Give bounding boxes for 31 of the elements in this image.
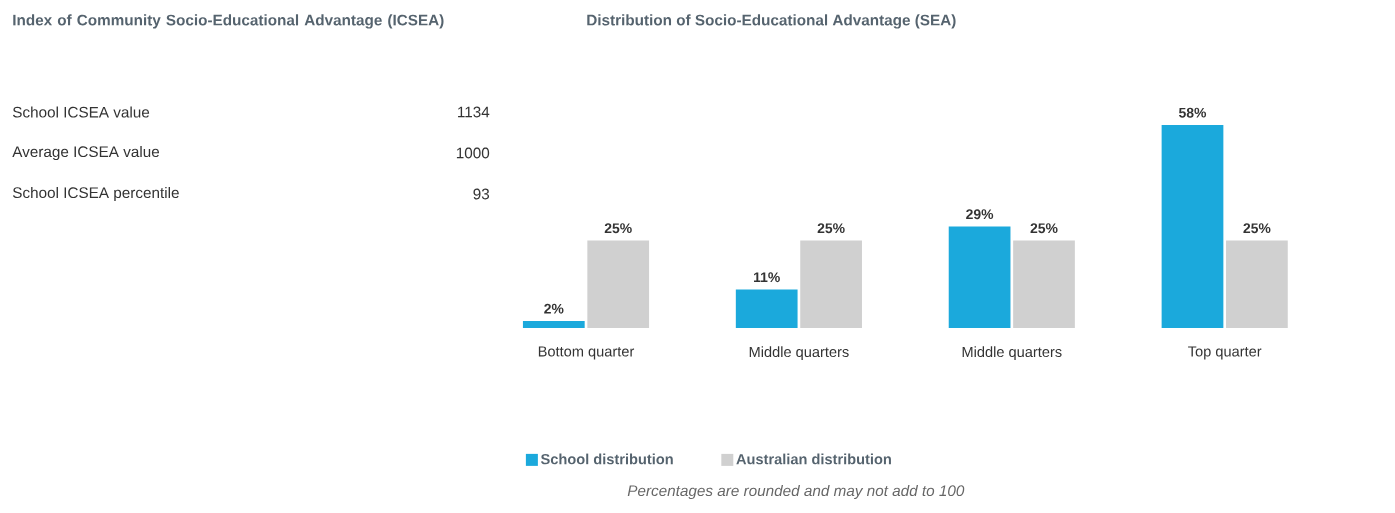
data-label: 25% (817, 223, 845, 234)
x-tick-label: Middle quarters (749, 346, 849, 360)
data-label: 25% (604, 223, 632, 234)
text: Index of Community Socio-Educational Advantage (ICSEA) (13, 14, 444, 29)
annotation: 1000 (456, 147, 490, 159)
text: School ICSEA value (12, 106, 150, 118)
bar (1226, 240, 1288, 329)
x-tick-label: Middle quarters (962, 346, 1062, 360)
bar (522, 321, 585, 329)
annotation: 93 (473, 188, 490, 200)
bar (1013, 240, 1075, 329)
data-label: 25% (1243, 223, 1271, 234)
data-label: 11% (754, 272, 780, 283)
bar (735, 289, 798, 329)
chart-title: Distribution of Socio-Educational Advantage (SEA) (587, 14, 956, 29)
data-label: 58% (1178, 107, 1207, 118)
legend-label: School distribution (540, 453, 673, 465)
text: School ICSEA percentile (12, 186, 179, 202)
legend-label: Australian distribution (736, 453, 891, 465)
bar (800, 240, 862, 329)
bar (1161, 125, 1224, 329)
text: 1134 (458, 106, 490, 118)
bar (948, 226, 1011, 329)
text: Average ICSEA value (12, 145, 160, 161)
data-label: 2% (544, 303, 564, 314)
x-tick-label: Bottom quarter (538, 346, 635, 360)
x-tick-label: Top quarter (1188, 346, 1262, 360)
data-label: 29% (966, 209, 994, 220)
text: Percentages are rounded and may not add to 100 (627, 484, 965, 500)
data-label: 25% (1030, 223, 1058, 234)
bar (587, 240, 650, 329)
